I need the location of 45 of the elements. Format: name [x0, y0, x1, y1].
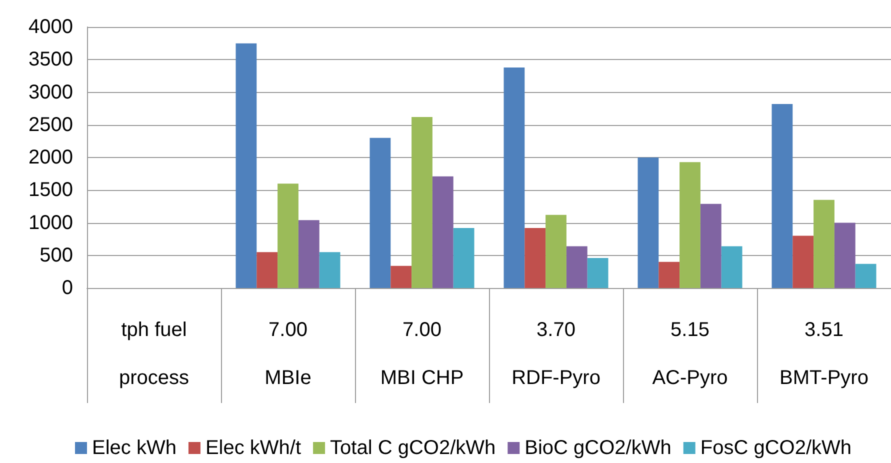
bar: [236, 43, 257, 288]
bar: [814, 200, 834, 288]
y-tick-label: 2000: [28, 146, 73, 168]
bar: [721, 246, 742, 288]
category-label: 3.70 RDF-Pyro: [512, 319, 600, 389]
y-tick-label: 1000: [28, 212, 73, 234]
y-tick-label: 4000: [28, 16, 73, 38]
category-label: tph fuel process: [118, 319, 190, 389]
y-tick-label: 0: [62, 277, 73, 299]
bar: [432, 176, 454, 288]
bar: [792, 236, 814, 288]
legend-label: BioC gCO2/kWh: [524, 437, 672, 459]
bar: [370, 138, 391, 288]
category-label: 7.00 MBIe: [264, 319, 312, 389]
y-tick-label: 2500: [28, 114, 73, 136]
bar: [319, 252, 340, 288]
y-tick-label: 500: [40, 244, 73, 266]
bar: [772, 104, 793, 288]
bar: [278, 184, 298, 288]
bar: [834, 222, 856, 288]
y-tick-label: 1500: [28, 179, 73, 202]
bar: [700, 204, 722, 288]
y-tick-label: 3500: [28, 48, 73, 71]
bar: [658, 262, 680, 288]
bar: [390, 266, 412, 288]
bar: [412, 117, 432, 288]
category-label: 5.15 AC-Pyro: [652, 319, 728, 389]
bar: [504, 67, 525, 288]
bar: [256, 252, 278, 288]
y-tick-label: 3000: [28, 81, 73, 104]
bar: [680, 162, 700, 288]
legend-label: Elec kWh: [92, 437, 176, 459]
bar: [453, 228, 474, 288]
bar: [298, 220, 320, 288]
bar: [587, 258, 608, 288]
bar: [638, 158, 659, 288]
category-label: 7.00 MBI CHP: [380, 319, 464, 389]
bar: [855, 264, 876, 288]
legend-label: Elec kWh/t: [205, 437, 302, 459]
bar: [524, 228, 546, 288]
bar: [566, 246, 588, 288]
legend-label: Total C gCO2/kWh: [330, 437, 496, 459]
category-label: 3.51 BMT-Pyro: [780, 319, 868, 389]
bar: [546, 214, 566, 288]
legend-label: FosC gCO2/kWh: [700, 437, 852, 459]
